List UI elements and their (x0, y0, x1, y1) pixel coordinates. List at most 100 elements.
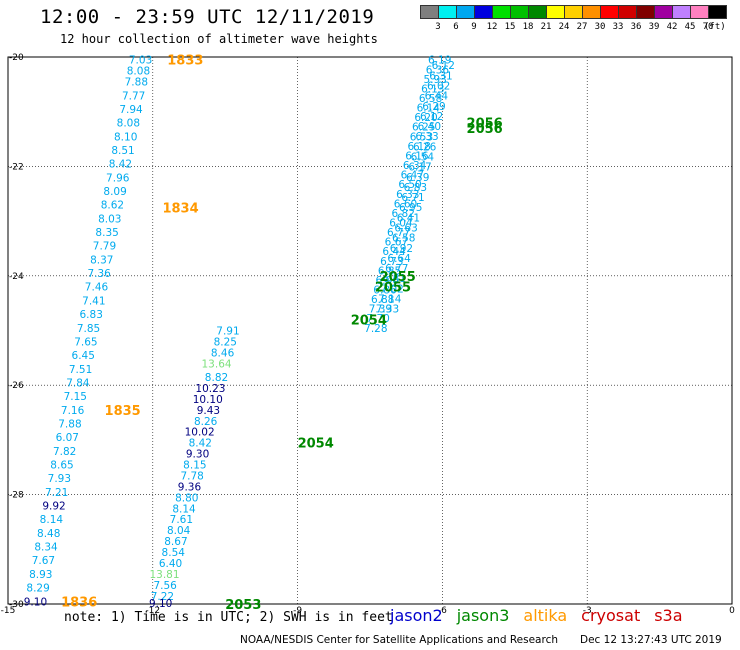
wave-height-value: 8.62 (101, 200, 124, 212)
wave-height-value: 5.93 (423, 74, 446, 86)
wave-height-value: 10.10 (193, 394, 223, 406)
wave-height-value: 6.14 (417, 103, 441, 115)
wave-height-value: 7.28 (364, 323, 387, 335)
satellite-jason2: jason2 (390, 606, 443, 625)
wave-height-value: 8.08 (117, 118, 140, 130)
wave-height-value: 7.22 (151, 591, 174, 603)
legend-unit: (ft) (704, 22, 726, 32)
wave-height-value: 6.60 (394, 198, 417, 210)
wave-height-value: 9.10 (149, 598, 172, 610)
wave-height-value: 6.20 (414, 112, 437, 124)
wave-height-value: 8.48 (37, 528, 60, 540)
wave-height-value: 6.02 (427, 80, 450, 92)
wave-height-value: 8.51 (111, 145, 134, 157)
wave-height-value: 7.78 (180, 470, 203, 482)
wave-height-value: 7.33 (376, 304, 399, 316)
wave-height-value: 7.94 (119, 104, 143, 116)
y-tick-label: -30 (9, 600, 24, 610)
x-tick-label: -6 (438, 606, 447, 616)
wave-height-value: 7.61 (170, 514, 193, 526)
wave-height-value: 6.53 (410, 131, 433, 143)
wave-height-value: 13.64 (202, 358, 232, 370)
wave-height-value: 7.46 (85, 282, 109, 294)
wave-height-value: 8.14 (40, 514, 64, 526)
wave-height-value: 6.88 (371, 294, 394, 306)
legend-label: 27 (576, 22, 588, 32)
footer-credit: NOAA/NESDIS Center for Satellite Applica… (240, 634, 558, 646)
wave-height-value: 6.40 (159, 558, 182, 570)
wave-height-value: 7.03 (129, 55, 152, 67)
wave-height-value: 10.02 (185, 427, 215, 439)
legend-label: 12 (486, 22, 498, 32)
wave-height-value: 8.65 (50, 460, 73, 472)
wave-height-value: 6.67 (385, 237, 408, 249)
wave-height-value: 7.91 (216, 326, 239, 338)
legend-swatch (708, 5, 727, 19)
wave-height-value: 6.95 (399, 202, 422, 214)
wave-height-value: 7.88 (58, 418, 81, 430)
wave-height-value: 7.14 (378, 293, 402, 305)
wave-height-value: 6.25 (412, 122, 435, 134)
pass-time-label: 1836 (61, 595, 97, 610)
wave-height-value: 8.82 (205, 372, 228, 384)
wave-height-value: 6.33 (396, 189, 419, 201)
wave-height-value: 8.37 (90, 254, 113, 266)
wave-height-value: 8.26 (194, 416, 218, 428)
wave-height-value: 6.44 (382, 246, 406, 258)
wave-height-value: 7.67 (32, 555, 55, 567)
wave-height-value: 7.51 (69, 364, 92, 376)
legend-label: 9 (471, 22, 477, 32)
pass-time-label: 2055 (375, 281, 411, 296)
wave-height-value: 6.26 (413, 141, 437, 153)
wave-height-value: 8.25 (214, 336, 237, 348)
y-tick-label: -20 (9, 53, 24, 63)
legend-label: 42 (666, 22, 678, 32)
footer-timestamp: Dec 12 13:27:43 UTC 2019 (580, 634, 722, 646)
pass-time-label: 2056 (467, 122, 503, 137)
wave-height-value: 6.36 (426, 64, 450, 76)
wave-height-value: 7.77 (122, 90, 145, 102)
wave-height-value: 7.82 (53, 446, 76, 458)
satellite-cryosat: cryosat (581, 606, 641, 625)
legend-label: 39 (648, 22, 660, 32)
wave-height-value: 7.02 (380, 283, 403, 295)
legend-label: 21 (540, 22, 552, 32)
x-tick-label: -3 (583, 606, 592, 616)
y-tick-label: -26 (9, 381, 24, 391)
wave-height-value: 6.33 (415, 131, 438, 143)
wave-height-value: 6.82 (392, 208, 415, 220)
pass-time-label: 1834 (162, 201, 198, 216)
page-title: 12:00 - 23:59 UTC 12/11/2019 (40, 6, 375, 28)
color-legend (420, 5, 727, 21)
wave-height-value: 6.58 (392, 233, 415, 245)
wave-height-value: 6.64 (387, 253, 411, 265)
y-tick-label: -22 (9, 162, 24, 172)
y-tick-label: -28 (9, 491, 24, 501)
wave-height-value: 9.10 (24, 596, 47, 608)
wave-height-value: 6.73 (380, 256, 403, 268)
pass-time-label: 2054 (351, 314, 387, 329)
wave-height-value: 9.43 (197, 405, 220, 417)
wave-height-value: 6.04 (389, 217, 413, 229)
x-tick-label: -9 (293, 606, 302, 616)
map-frame (7, 56, 733, 605)
wave-height-value: 6.77 (387, 227, 410, 239)
pass-time-label: 2056 (467, 117, 503, 132)
wave-height-value: 8.67 (164, 536, 187, 548)
satellite-altika: altika (523, 606, 568, 625)
wave-height-value: 7.39 (369, 304, 392, 316)
wave-height-value: 10.23 (195, 383, 225, 395)
wave-height-value: 6.12 (432, 60, 455, 72)
legend-label: 33 (612, 22, 624, 32)
wave-height-value: 8.08 (127, 66, 150, 78)
legend-label: 36 (630, 22, 642, 32)
wave-height-value: 8.10 (114, 131, 137, 143)
wave-height-value: 6.18 (407, 141, 430, 153)
wave-height-value: 8.54 (162, 547, 186, 559)
wave-height-value: 6.77 (385, 263, 408, 275)
legend-label: 6 (453, 22, 459, 32)
wave-height-value: 8.15 (183, 460, 206, 472)
pass-time-label: 1835 (105, 404, 141, 419)
legend-label: 70 (702, 22, 714, 32)
